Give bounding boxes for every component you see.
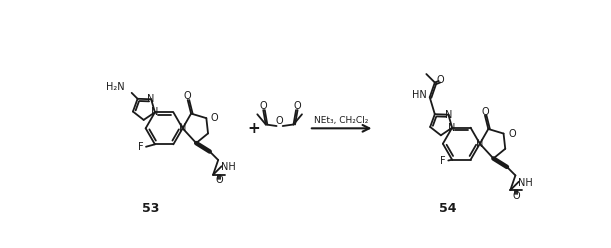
Text: O: O — [294, 101, 301, 111]
Text: F: F — [138, 142, 144, 152]
Text: O: O — [184, 91, 191, 101]
Text: 54: 54 — [439, 202, 456, 215]
Text: F: F — [441, 156, 446, 166]
Text: N: N — [448, 123, 456, 133]
Text: O: O — [276, 116, 284, 126]
Text: N: N — [476, 139, 483, 149]
Text: O: O — [481, 107, 489, 117]
Text: O: O — [260, 101, 267, 111]
Text: NEt₃, CH₂Cl₂: NEt₃, CH₂Cl₂ — [315, 116, 369, 125]
Text: 53: 53 — [142, 202, 159, 215]
Text: +: + — [247, 121, 260, 136]
Text: N: N — [151, 107, 159, 117]
Text: N: N — [147, 94, 155, 104]
Text: NH: NH — [221, 162, 235, 172]
Text: NH: NH — [518, 178, 532, 188]
Text: HN: HN — [412, 90, 426, 100]
Text: H₂N: H₂N — [106, 82, 124, 92]
Text: N: N — [179, 123, 186, 133]
Text: O: O — [215, 175, 223, 185]
Text: O: O — [513, 190, 520, 201]
Text: N: N — [445, 110, 452, 120]
Text: O: O — [211, 113, 219, 123]
Text: O: O — [436, 75, 444, 85]
Text: O: O — [508, 128, 516, 139]
